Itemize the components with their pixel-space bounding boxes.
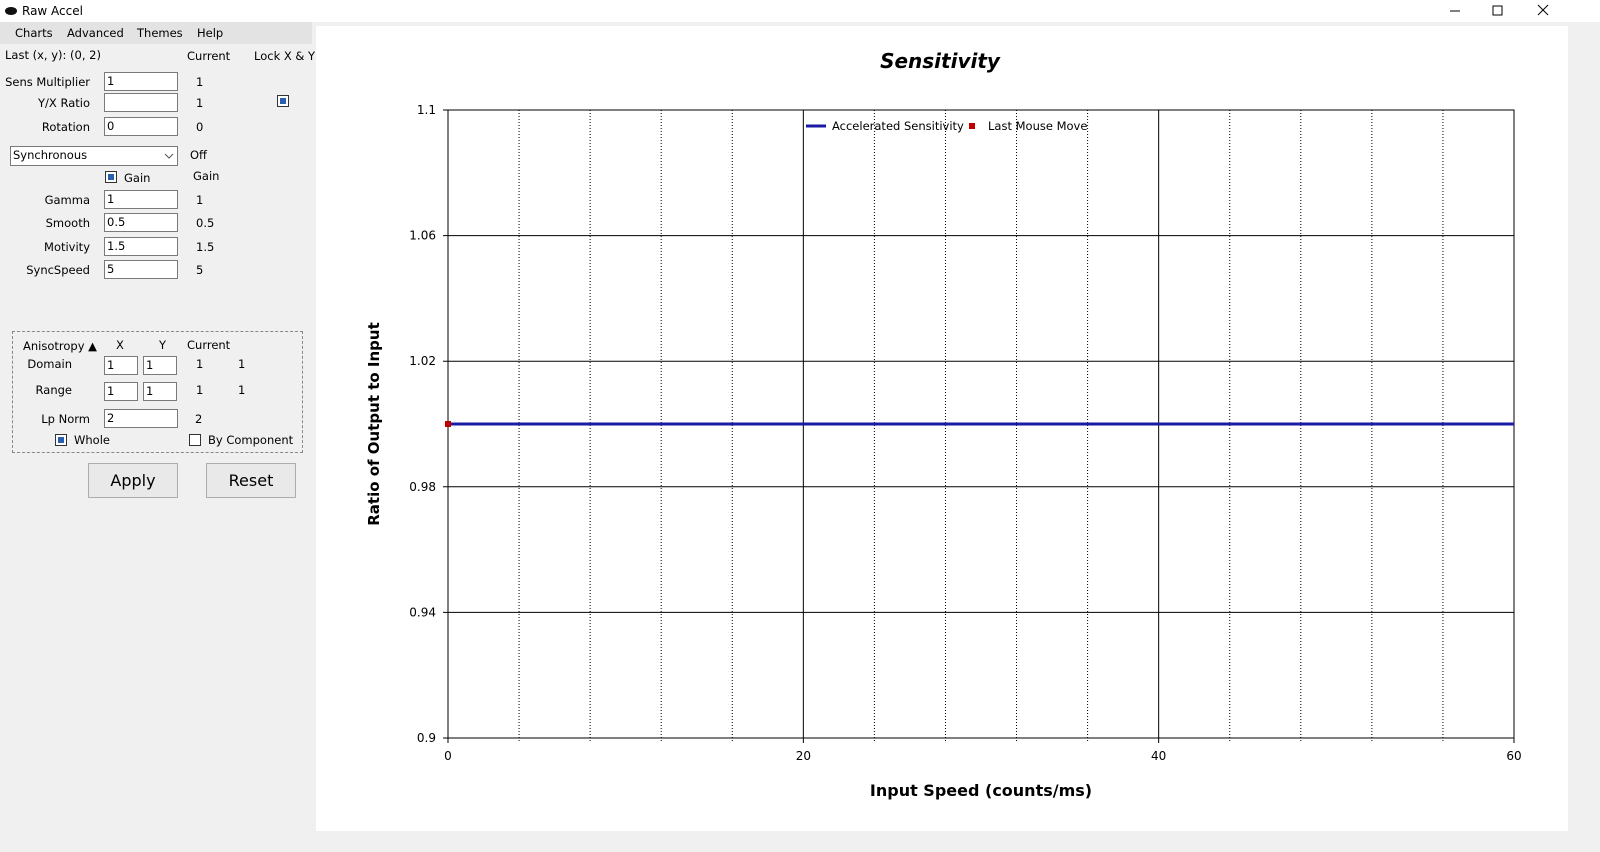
y-header: Y [159, 338, 167, 352]
y-input[interactable]: 1 [143, 356, 177, 375]
by-component-label: By Component [208, 433, 294, 447]
legend-swatch [969, 123, 975, 129]
row-label: Domain [27, 357, 72, 371]
chart: Sensitivity Input Speed (counts/ms) Ratio … [365, 49, 1522, 800]
y-tick-label: 0.98 [409, 480, 436, 494]
lock-checkbox[interactable] [277, 95, 289, 107]
x-axis-label: Input Speed (counts/ms) [870, 781, 1092, 800]
dropdown-arrow [164, 153, 174, 159]
field-current: 1 [196, 96, 204, 110]
x-tick-label: 60 [1506, 749, 1521, 763]
by-component-checkbox[interactable] [189, 434, 201, 446]
legend-label: Accelerated Sensitivity [832, 119, 964, 133]
gain-label: Gain [124, 171, 151, 185]
field-current: 0.5 [196, 216, 215, 230]
x-input[interactable]: 1 [104, 356, 138, 375]
title-bar: Raw Accel [0, 0, 1600, 22]
app-icon [5, 7, 17, 15]
field-input[interactable] [104, 93, 178, 112]
whole-checkbox[interactable] [55, 434, 67, 446]
lock-label: Lock X & Y [254, 49, 316, 63]
field-current: 5 [196, 263, 204, 277]
mode-current: Off [190, 148, 207, 162]
current-y: 1 [238, 383, 246, 397]
x-header: X [116, 338, 124, 352]
field-current: 1 [196, 75, 204, 89]
field-label: Gamma [44, 193, 90, 207]
lp-norm-label: Lp Norm [41, 412, 90, 426]
x-tick-label: 40 [1151, 749, 1166, 763]
field-label: Motivity [44, 240, 90, 254]
menu-item[interactable]: Themes [137, 26, 183, 40]
y-tick-label: 0.94 [409, 605, 436, 619]
lp-norm-current: 2 [195, 412, 203, 426]
y-tick-label: 1.02 [409, 354, 436, 368]
window-controls[interactable] [1440, 0, 1600, 22]
y-tick-label: 0.9 [417, 731, 436, 745]
y-input[interactable]: 1 [143, 382, 177, 401]
y-tick-label: 1.1 [417, 103, 436, 117]
field-input[interactable]: 0 [104, 117, 178, 136]
field-label: Sens Multiplier [5, 75, 90, 89]
field-label: SyncSpeed [26, 263, 90, 277]
last-xy: Last (x, y): (0, 2) [5, 48, 101, 62]
menu-item[interactable]: Advanced [67, 26, 124, 40]
lp-norm-input[interactable]: 2 [104, 409, 178, 428]
button[interactable]: Apply [88, 463, 178, 498]
anisotropy-group [12, 331, 303, 453]
button[interactable]: Reset [206, 463, 296, 498]
current-y: 1 [238, 357, 246, 371]
window-title: Raw Accel [22, 4, 83, 18]
menu-bar [0, 22, 312, 44]
current-x: 1 [196, 383, 204, 397]
x-tick-label: 20 [796, 749, 811, 763]
anisotropy-title: Anisotropy ▲ [23, 339, 98, 353]
x-input[interactable]: 1 [104, 382, 138, 401]
field-label: Rotation [41, 120, 90, 134]
field-label: Y/X Ratio [38, 96, 90, 110]
field-current: 0 [196, 120, 204, 134]
field-input[interactable]: 5 [104, 260, 178, 279]
whole-label: Whole [74, 433, 110, 447]
field-input[interactable]: 0.5 [104, 213, 178, 232]
field-current: 1.5 [196, 240, 215, 254]
x-tick-label: 0 [444, 749, 452, 763]
field-label: Smooth [45, 216, 90, 230]
current-header: Current [187, 49, 231, 63]
menu-item[interactable]: Charts [15, 26, 53, 40]
field-current: 1 [196, 193, 204, 207]
gain-checkbox[interactable] [105, 171, 117, 183]
gain-current: Gain [193, 169, 220, 183]
current-x: 1 [196, 357, 204, 371]
chart-area: Sensitivity Input Speed (counts/ms) Ratio … [316, 26, 1568, 831]
field-input[interactable]: 1.5 [104, 237, 178, 256]
legend-label: Last Mouse Move [988, 119, 1087, 133]
mode-dropdown[interactable]: Synchronous [10, 146, 178, 166]
field-input[interactable]: 1 [104, 190, 178, 209]
mouse-move-point [445, 421, 451, 427]
field-input[interactable]: 1 [104, 72, 178, 91]
current-header: Current [187, 338, 231, 352]
row-label: Range [35, 383, 72, 397]
menu-item[interactable]: Help [197, 26, 224, 40]
y-axis-label: Ratio of Output to Input [365, 322, 383, 526]
y-tick-label: 1.06 [409, 229, 436, 243]
chart-title: Sensitivity [880, 49, 1001, 73]
